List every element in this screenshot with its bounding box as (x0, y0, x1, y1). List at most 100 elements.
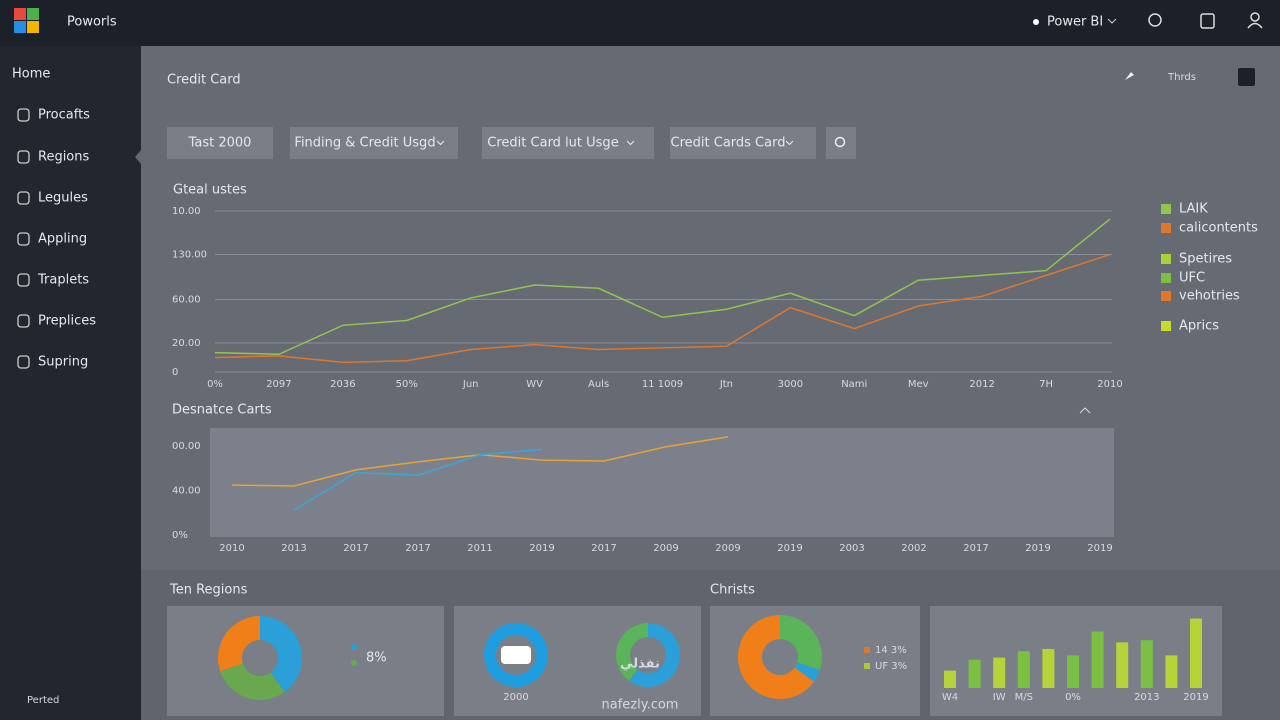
x-tick-label: 2011 (467, 543, 492, 554)
x-tick-label: Nami (841, 379, 867, 390)
filter-label[interactable]: Tast 2000 (188, 136, 252, 151)
legend-label: 14 3% (875, 645, 907, 656)
page-title: Credit Card (167, 73, 241, 88)
y-tick-label: 0 (172, 367, 178, 378)
x-tick-label: 7H (1039, 379, 1053, 390)
nav-icon (17, 150, 30, 164)
search-icon[interactable] (1148, 13, 1162, 27)
legend-label: calicontents (1179, 221, 1258, 236)
filter-label[interactable]: Finding & Credit Usgd (294, 136, 435, 151)
bar (968, 659, 981, 688)
filter-label[interactable]: Credit Cards Card (671, 136, 786, 151)
legend-swatch (864, 647, 870, 653)
y-tick-label: 40.00 (172, 485, 201, 496)
x-tick-label: 3000 (778, 379, 803, 390)
legend-dot (351, 660, 357, 666)
user-icon[interactable] (1250, 12, 1260, 22)
x-tick-label: 2019 (529, 543, 554, 554)
x-tick-label: Jun (462, 379, 479, 390)
nav-icon (17, 355, 30, 369)
nav-item[interactable]: Preplices (38, 314, 96, 329)
collapse-icon[interactable] (1079, 407, 1091, 414)
bar (1140, 640, 1153, 688)
bar (1042, 648, 1055, 688)
pie-slice (629, 623, 680, 687)
chart-title: Gteal ustes (173, 183, 247, 198)
legend-label: vehotries (1179, 289, 1240, 304)
x-tick-label: 50% (396, 379, 418, 390)
x-tick-label: W4 (942, 692, 958, 703)
active-indicator (135, 150, 141, 164)
bar (944, 670, 956, 688)
nav-icon (17, 273, 30, 287)
x-tick-label: Jtn (719, 379, 733, 390)
logo (14, 21, 26, 33)
x-tick-label: Auls (588, 379, 609, 390)
legend-swatch (1161, 223, 1171, 233)
x-tick-label: 2036 (330, 379, 355, 390)
nav-icon (17, 314, 30, 328)
legend-label: UF 3% (875, 661, 907, 672)
nav-item[interactable]: Procafts (38, 108, 90, 123)
x-tick-label: 2009 (653, 543, 678, 554)
x-tick-label: 2013 (1134, 692, 1159, 703)
x-tick-label: 2002 (901, 543, 926, 554)
watermark: nafezly.com (602, 698, 679, 713)
nav-icon (17, 108, 30, 122)
section-title: Christs (710, 583, 755, 598)
pie-label: 2000 (503, 692, 528, 703)
x-tick-label: 2017 (591, 543, 616, 554)
filter-button[interactable] (167, 127, 273, 159)
chart-title: Desnatce Carts (172, 403, 272, 418)
nav-item[interactable]: Legules (38, 191, 88, 206)
x-tick-label: 2010 (219, 543, 244, 554)
legend-dot (351, 644, 357, 650)
nav-icon (17, 191, 30, 205)
x-tick-label: 2009 (715, 543, 740, 554)
pie-slice (616, 623, 648, 681)
filter-label[interactable]: Credit Card lut Usge (487, 136, 618, 151)
nav-icon (17, 232, 30, 246)
nav-item[interactable]: Home (12, 67, 50, 82)
y-tick-label: 60.00 (172, 295, 201, 306)
x-tick-label: IW (993, 692, 1006, 703)
legend-label: Spetires (1179, 252, 1232, 267)
x-tick-label: 11 1009 (642, 379, 683, 390)
filter-button[interactable] (290, 127, 458, 159)
share-icon[interactable] (1200, 13, 1215, 29)
x-tick-label: 2019 (1183, 692, 1208, 703)
nav-item[interactable]: Supring (38, 355, 88, 370)
bar (1165, 655, 1178, 688)
chevron (436, 140, 445, 146)
legend-label: LAIK (1179, 202, 1208, 217)
legend-swatch (1161, 204, 1171, 214)
legend-label: Aprics (1179, 319, 1219, 334)
nav-item[interactable]: Appling (38, 232, 87, 247)
view-selector[interactable]: Thrds (1167, 72, 1196, 83)
x-tick-label: 2017 (405, 543, 430, 554)
nav-item[interactable]: Traplets (37, 273, 89, 288)
search-button[interactable] (826, 127, 856, 159)
x-tick-label: Mev (908, 379, 929, 390)
x-tick-label: 2019 (1025, 543, 1050, 554)
more-button[interactable] (1238, 68, 1255, 86)
logo (27, 8, 39, 20)
icon (501, 646, 531, 664)
x-tick-label: 2013 (281, 543, 306, 554)
sidebar-footer[interactable]: Perted (27, 695, 59, 706)
bar (1017, 651, 1030, 688)
line-series (214, 253, 1111, 364)
logo (14, 8, 26, 20)
plot-area (210, 428, 1114, 537)
chevron (785, 140, 794, 146)
pin-icon[interactable] (1125, 72, 1134, 80)
legend-swatch (1161, 254, 1171, 264)
filter-button[interactable] (482, 127, 654, 159)
card (167, 606, 444, 716)
pie-slice (218, 616, 260, 671)
product-menu[interactable]: Power BI (1047, 15, 1103, 30)
x-tick-label: 2019 (1087, 543, 1112, 554)
nav-item[interactable]: Regions (38, 150, 90, 165)
y-tick-label: 0% (172, 530, 188, 541)
